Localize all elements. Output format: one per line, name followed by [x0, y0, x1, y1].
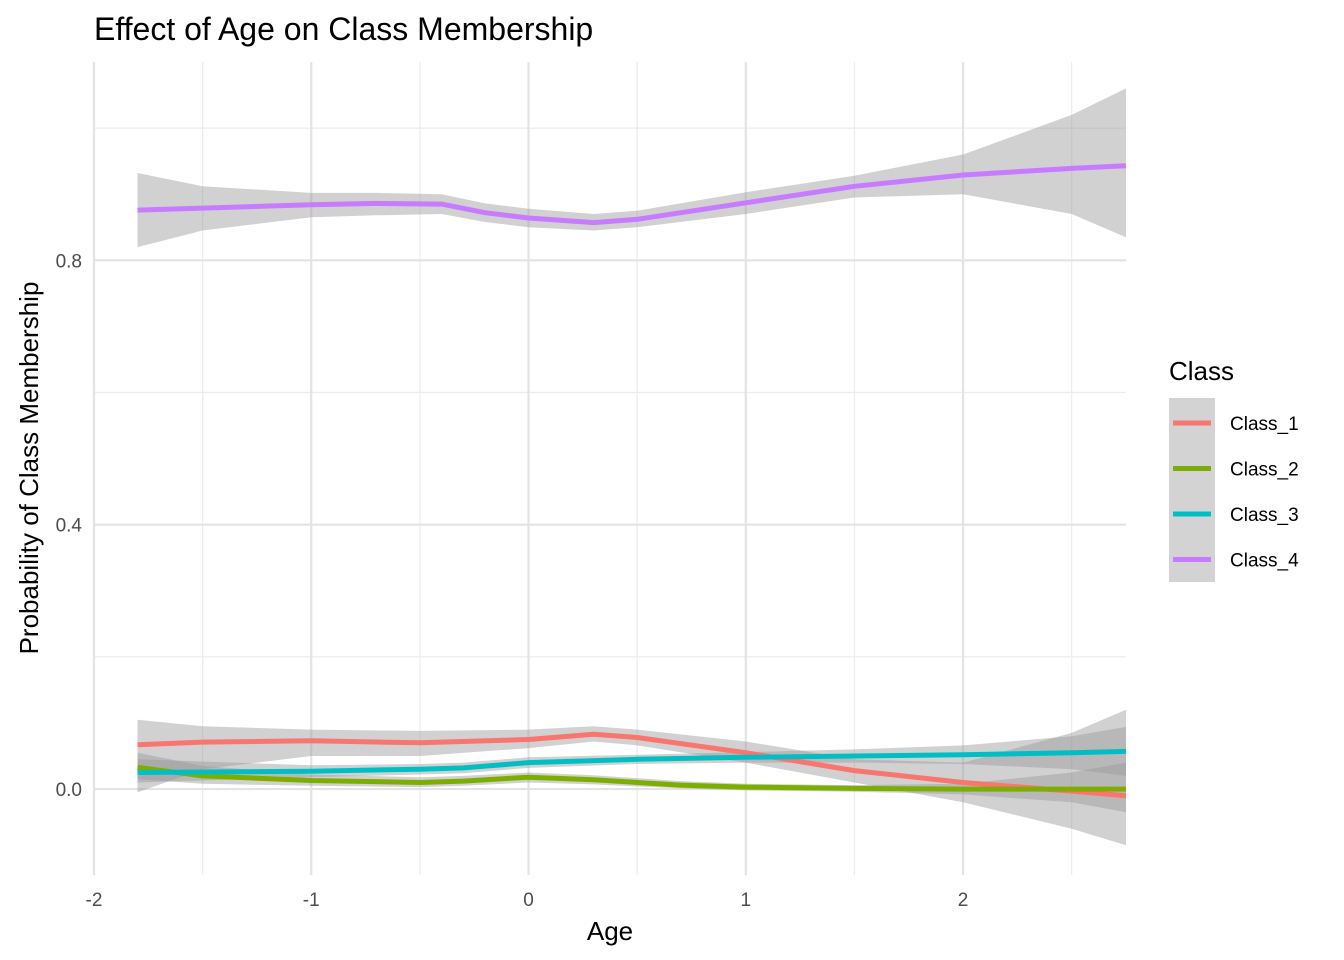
- x-tick-label: 0: [523, 890, 534, 911]
- series-line-class-1: [137, 731, 1127, 799]
- x-tick-label: -1: [303, 890, 320, 911]
- y-tick-label: 0.4: [56, 516, 83, 537]
- x-tick-label: 2: [958, 890, 969, 911]
- y-tick-label: 0.0: [56, 780, 82, 801]
- series-line-class-3: [137, 748, 1127, 775]
- x-axis-title: Age: [587, 916, 633, 946]
- y-axis-ticks: 0.0 0.4 0.8: [56, 251, 83, 801]
- x-axis-ticks: -2 -1 0 1 2: [86, 890, 969, 911]
- legend: Class Class_1 Class_2 Class_3 Class_4: [1169, 356, 1299, 582]
- confidence-band-class-4: [137, 88, 1126, 248]
- legend-items: Class_1 Class_2 Class_3 Class_4: [1173, 414, 1299, 572]
- legend-label: Class_4: [1230, 551, 1299, 572]
- series-line-class-2: [137, 764, 1126, 792]
- confidence-bands: [137, 88, 1126, 846]
- legend-label: Class_3: [1230, 505, 1299, 526]
- x-tick-label: -2: [86, 890, 103, 911]
- legend-title: Class: [1169, 356, 1234, 386]
- legend-label: Class_1: [1230, 414, 1299, 435]
- chart-title: Effect of Age on Class Membership: [94, 11, 593, 47]
- y-tick-label: 0.8: [56, 251, 82, 272]
- legend-key-background: [1169, 398, 1215, 582]
- legend-label: Class_2: [1230, 460, 1299, 481]
- series-lines: [137, 163, 1127, 799]
- y-axis-title: Probability of Class Membership: [14, 282, 44, 655]
- x-tick-label: 1: [741, 890, 752, 911]
- series-line-class-4: [137, 163, 1127, 226]
